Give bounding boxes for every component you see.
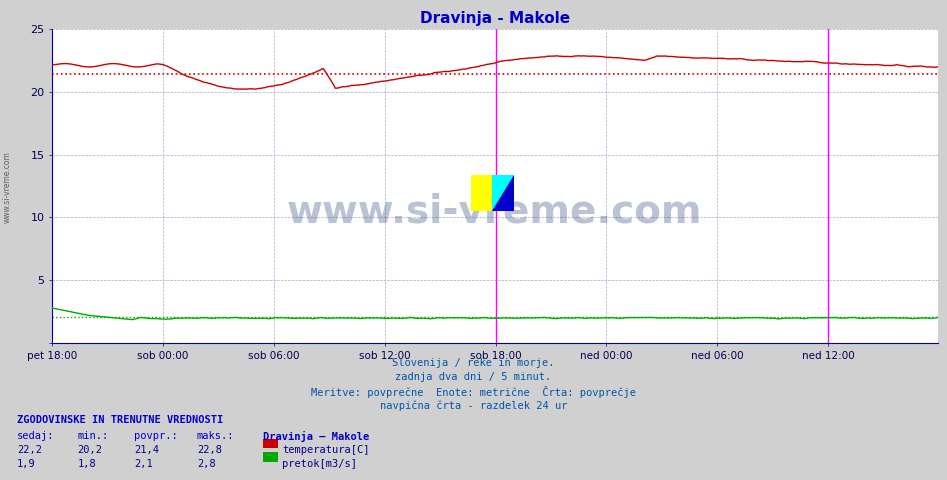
Text: 21,4: 21,4 [134, 445, 159, 456]
Text: povpr.:: povpr.: [134, 431, 178, 441]
Text: 1,9: 1,9 [17, 459, 36, 469]
Text: zadnja dva dni / 5 minut.: zadnja dva dni / 5 minut. [396, 372, 551, 382]
Text: Dravinja – Makole: Dravinja – Makole [263, 431, 369, 442]
Title: Dravinja - Makole: Dravinja - Makole [420, 11, 570, 26]
Text: www.si-vreme.com: www.si-vreme.com [3, 151, 12, 223]
Text: ZGODOVINSKE IN TRENUTNE VREDNOSTI: ZGODOVINSKE IN TRENUTNE VREDNOSTI [17, 415, 223, 425]
Text: Meritve: povprečne  Enote: metrične  Črta: povprečje: Meritve: povprečne Enote: metrične Črta:… [311, 386, 636, 398]
Polygon shape [492, 175, 514, 211]
Text: 1,8: 1,8 [78, 459, 97, 469]
Text: 22,2: 22,2 [17, 445, 42, 456]
Text: navpična črta - razdelek 24 ur: navpična črta - razdelek 24 ur [380, 401, 567, 411]
Text: 20,2: 20,2 [78, 445, 102, 456]
Text: maks.:: maks.: [197, 431, 235, 441]
Text: temperatura[C]: temperatura[C] [282, 445, 369, 456]
Text: 2,1: 2,1 [134, 459, 153, 469]
Text: Slovenija / reke in morje.: Slovenija / reke in morje. [392, 358, 555, 368]
Text: 22,8: 22,8 [197, 445, 222, 456]
Text: www.si-vreme.com: www.si-vreme.com [287, 192, 703, 230]
Text: sedaj:: sedaj: [17, 431, 55, 441]
Text: 2,8: 2,8 [197, 459, 216, 469]
Text: pretok[m3/s]: pretok[m3/s] [282, 459, 357, 469]
Text: min.:: min.: [78, 431, 109, 441]
